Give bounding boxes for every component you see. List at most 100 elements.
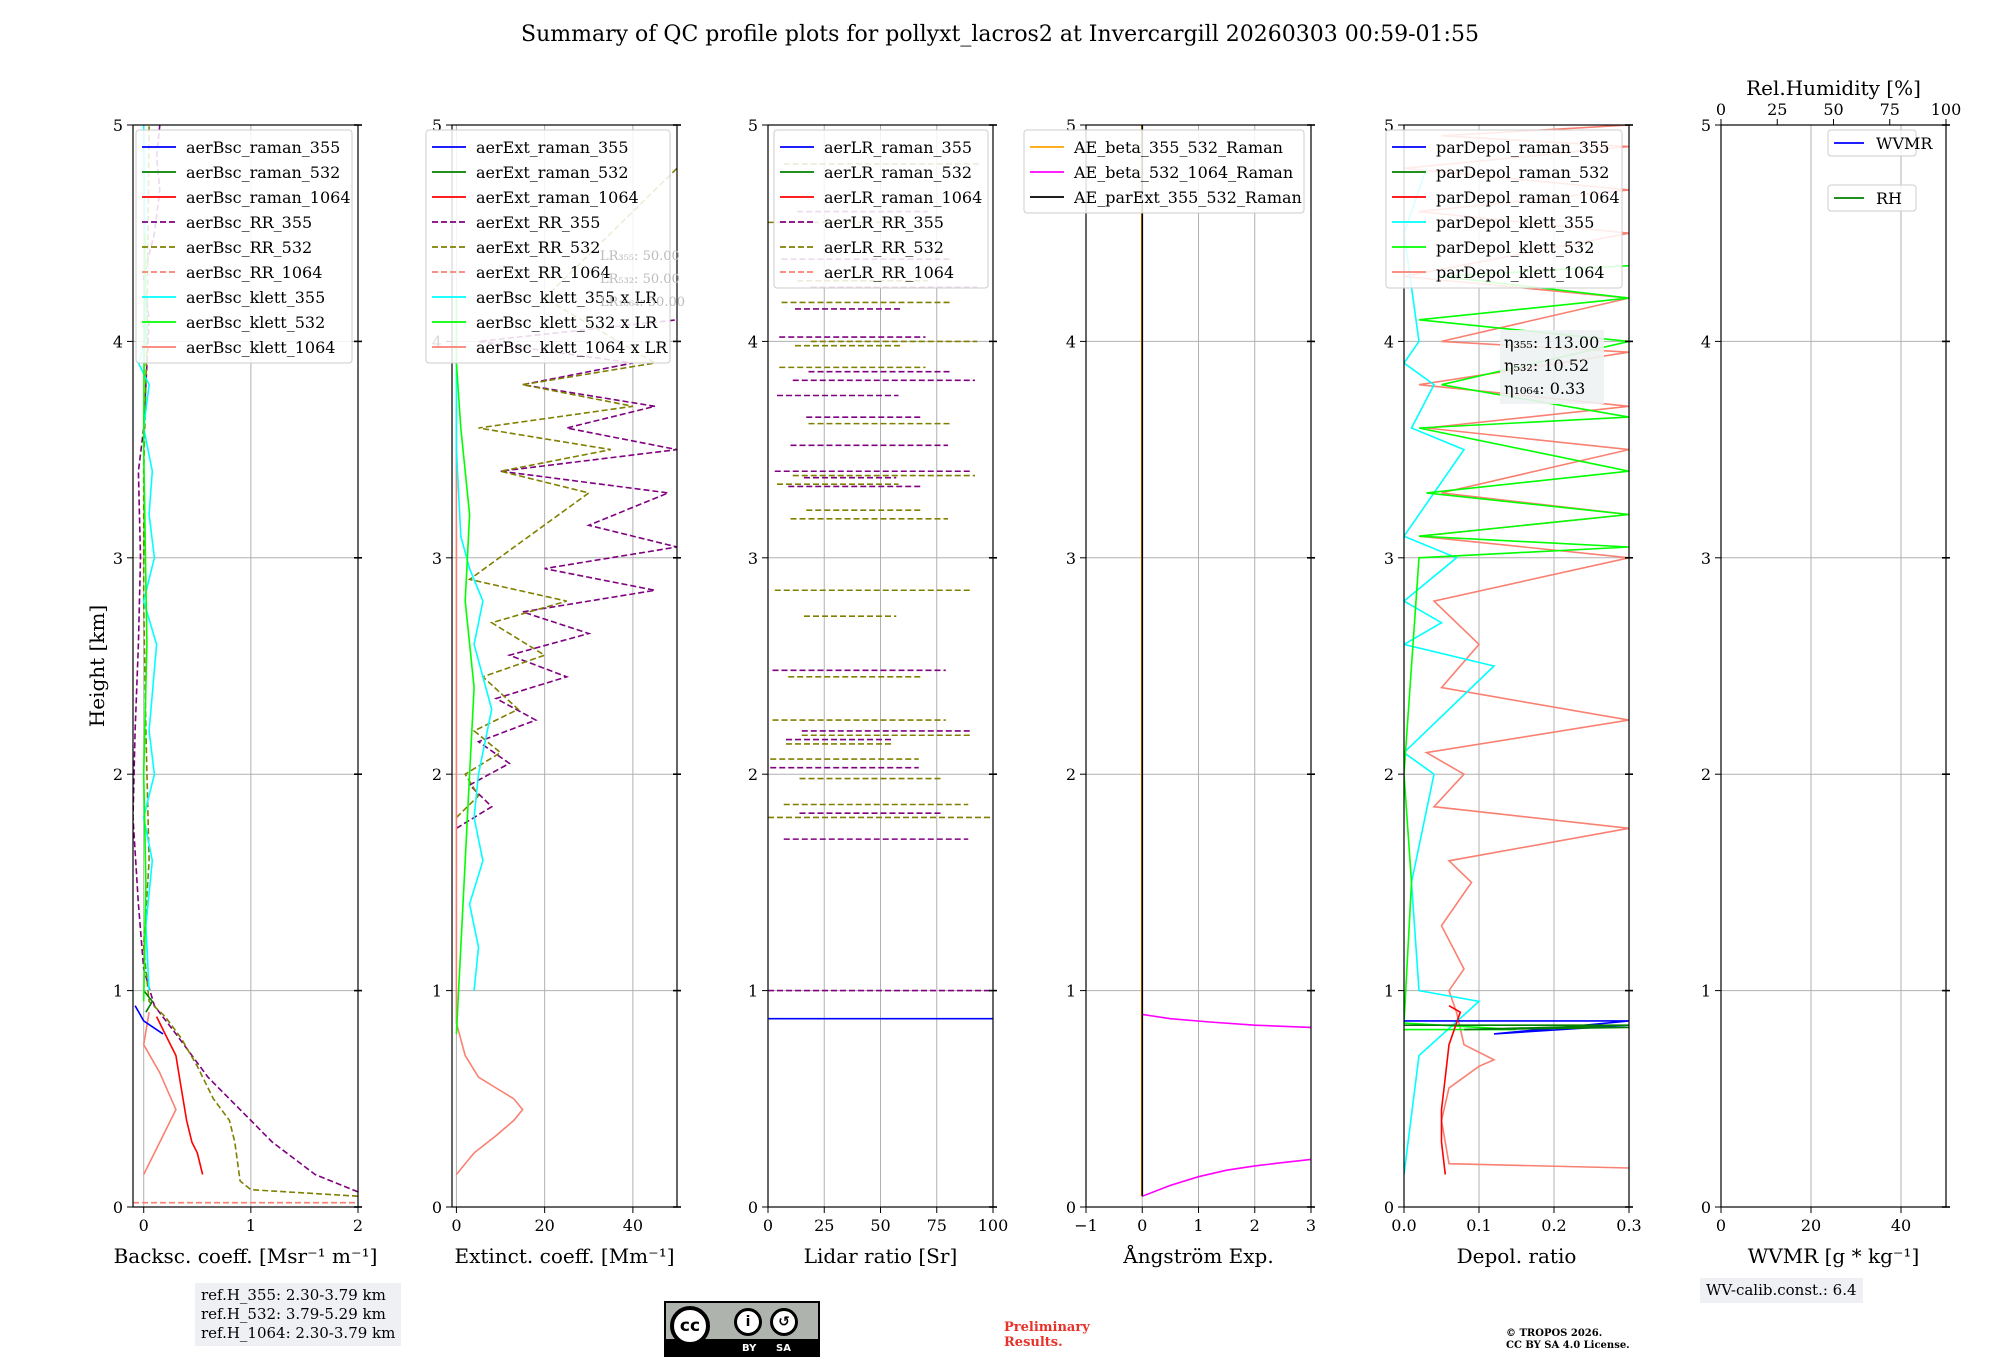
series-aerbsc-klett-532-x-lr — [455, 298, 475, 1034]
plot-area — [455, 167, 677, 1176]
copyright-note: © TROPOS 2026. CC BY SA 4.0 License. — [1506, 1328, 1630, 1351]
x-tick-label: 0.1 — [1466, 1216, 1491, 1235]
top-x-tick-label: 100 — [1931, 100, 1962, 119]
x-tick-label: 75 — [927, 1216, 947, 1235]
x-axis-label: WVMR [g * kg⁻¹] — [1748, 1244, 1920, 1268]
y-tick-label: 0 — [113, 1198, 123, 1217]
legend: WVMR RH — [1827, 129, 1933, 212]
legend-label: aerLR_raman_355 — [824, 138, 972, 157]
panel-ext: 02040012345Extinct. coeff. [Mm⁻¹]aerExt_… — [425, 116, 685, 1268]
y-tick-label: 3 — [1066, 549, 1076, 568]
x-tick-label: 0.3 — [1616, 1216, 1641, 1235]
series-ae-beta-532-1064-raman-lower — [1142, 1158, 1311, 1197]
y-tick-label: 0 — [432, 1198, 442, 1217]
x-tick-label: 1 — [246, 1216, 256, 1235]
y-tick-label: 1 — [748, 982, 758, 1001]
series-aerbsc-raman-532 — [143, 990, 154, 1013]
series-aerbsc-klett-1064 — [142, 1012, 177, 1175]
preliminary-note: Preliminary Results. — [1004, 1320, 1090, 1350]
x-tick-label: 0.2 — [1541, 1216, 1566, 1235]
legend-label: aerBsc_raman_1064 — [186, 188, 351, 207]
panel-depol: 0.0 0.1 0.2 0.3 0 1 2 3 4 5 Depol. ratio parDepol_r… — [1384, 116, 1642, 1268]
y-tick-label: 5 — [432, 116, 442, 135]
series-pardepol-raman-532 — [1404, 1024, 1629, 1031]
y-tick-label: 0 — [1384, 1198, 1394, 1217]
axes-frame — [132, 124, 359, 1208]
annotation-text: η₃₅₅: 113.00 — [1504, 333, 1599, 352]
by-label: BY — [742, 1343, 757, 1354]
legend-label: aerBsc_RR_1064 — [186, 263, 322, 282]
annotation-text: LR₅₃₂: 50.00 — [600, 272, 680, 287]
y-tick-label: 1 — [432, 982, 442, 1001]
legend-label: aerBsc_RR_532 — [186, 238, 312, 257]
series-aerbsc-raman-355 — [134, 1005, 164, 1035]
x-tick-label: 20 — [1801, 1216, 1821, 1235]
legend-label: parDepol_raman_355 — [1436, 138, 1609, 157]
y-tick-label: 1 — [1066, 982, 1076, 1001]
series-aerbsc-klett-1064-x-lr — [455, 406, 524, 1176]
legend: aerLR_raman_355 aerLR_raman_532 aerLR_rama… — [773, 129, 989, 289]
y-tick-label: 2 — [113, 765, 123, 784]
series-aerbsc-klett-532 — [142, 233, 148, 1002]
series-pardepol-klett-355 — [1404, 168, 1496, 1175]
plot-area — [1140, 125, 1311, 1197]
x-tick-label: 0 — [763, 1216, 773, 1235]
y-tick-label: 5 — [113, 116, 123, 135]
annotation-box: η₃₅₅: 113.00 η₅₃₂: 10.52 η₁₀₆₄: 0.33 — [1500, 330, 1604, 404]
series-pardepol-raman-1064 — [1440, 1005, 1462, 1175]
legend: aerExt_raman_355 aerExt_raman_532 aerExt_r… — [425, 129, 671, 364]
series-ae-beta-532-1064-raman-upper — [1142, 1013, 1311, 1029]
y-tick-label: 4 — [113, 332, 123, 351]
legend: AE_beta_355_532_Raman AE_beta_532_1064_Ra… — [1023, 129, 1305, 214]
legend-label: parDepol_raman_532 — [1436, 163, 1609, 182]
legend-label: aerExt_raman_355 — [476, 138, 629, 157]
y-tick-label: 3 — [748, 549, 758, 568]
y-tick-label: 2 — [1384, 765, 1394, 784]
axes-frame — [451, 124, 678, 1208]
legend-label: aerBsc_RR_355 — [186, 213, 312, 232]
legend-label: aerLR_RR_355 — [824, 213, 944, 232]
legend-label: parDepol_klett_355 — [1436, 213, 1594, 232]
legend-box — [1385, 129, 1623, 289]
y-tick-label: 4 — [748, 332, 758, 351]
x-tick-label: −1 — [1074, 1216, 1098, 1235]
x-tick-label: 1 — [1193, 1216, 1203, 1235]
x-tick-label: 100 — [978, 1216, 1009, 1235]
x-axis-label: Depol. ratio — [1457, 1244, 1577, 1268]
y-tick-label: 0 — [748, 1198, 758, 1217]
figure-title: Summary of QC profile plots for pollyxt_… — [521, 22, 1479, 47]
x-tick-label: 3 — [1306, 1216, 1316, 1235]
x-tick-label: 0 — [1137, 1216, 1147, 1235]
legend-label: aerExt_RR_1064 — [476, 263, 611, 282]
y-tick-label: 3 — [113, 549, 123, 568]
y-tick-label: 2 — [432, 765, 442, 784]
axes-frame — [1720, 124, 1947, 1208]
legend-label: aerBsc_klett_1064 — [186, 338, 335, 357]
x-tick-label: 0 — [451, 1216, 461, 1235]
legend-label: AE_parExt_355_532_Raman — [1073, 188, 1302, 207]
panel-bsc: 0 1 2 0 1 2 3 4 5 Backsc. coeff. [Msr⁻¹ m⁻¹] Heigh… — [85, 116, 377, 1268]
annotation-text: LR₁₀₆₄: 50.00 — [600, 295, 685, 310]
top-x-tick-label: 0 — [1716, 100, 1726, 119]
badge-strip — [666, 1339, 818, 1355]
reference-heights-box: ref.H_355: 2.30-3.79 km ref.H_532: 3.79-… — [195, 1283, 402, 1346]
legend-label: aerBsc_klett_355 x LR — [476, 288, 658, 307]
x-tick-label: 0.0 — [1391, 1216, 1416, 1235]
series-aerbsc-raman-1064 — [155, 1016, 204, 1175]
legend-label: parDepol_klett_1064 — [1436, 263, 1605, 282]
x-axis-label: Backsc. coeff. [Msr⁻¹ m⁻¹] — [114, 1244, 378, 1268]
sa-share-icon: ↺ — [770, 1308, 798, 1336]
legend-label: aerExt_RR_355 — [476, 213, 600, 232]
series-aerext-rr-355 — [455, 319, 677, 829]
annotation-box: LR₃₅₅: 50.00 LR₅₃₂: 50.00 LR₁₀₆₄: 50.00 — [600, 249, 685, 310]
x-tick-label: 20 — [534, 1216, 554, 1235]
legend-box — [1023, 129, 1305, 214]
panel-wv: 0 20 40 0 1 2 3 4 5 WVMR [g * kg⁻¹] 0 25 50 75 100 Rel.… — [1701, 76, 1961, 1268]
legend: parDepol_raman_355 parDepol_raman_532 parD… — [1385, 129, 1623, 289]
legend-label: AE_beta_355_532_Raman — [1073, 138, 1283, 157]
legend-label: aerExt_RR_532 — [476, 238, 600, 257]
legend-label: WVMR — [1876, 134, 1933, 153]
y-tick-label: 2 — [1701, 765, 1711, 784]
